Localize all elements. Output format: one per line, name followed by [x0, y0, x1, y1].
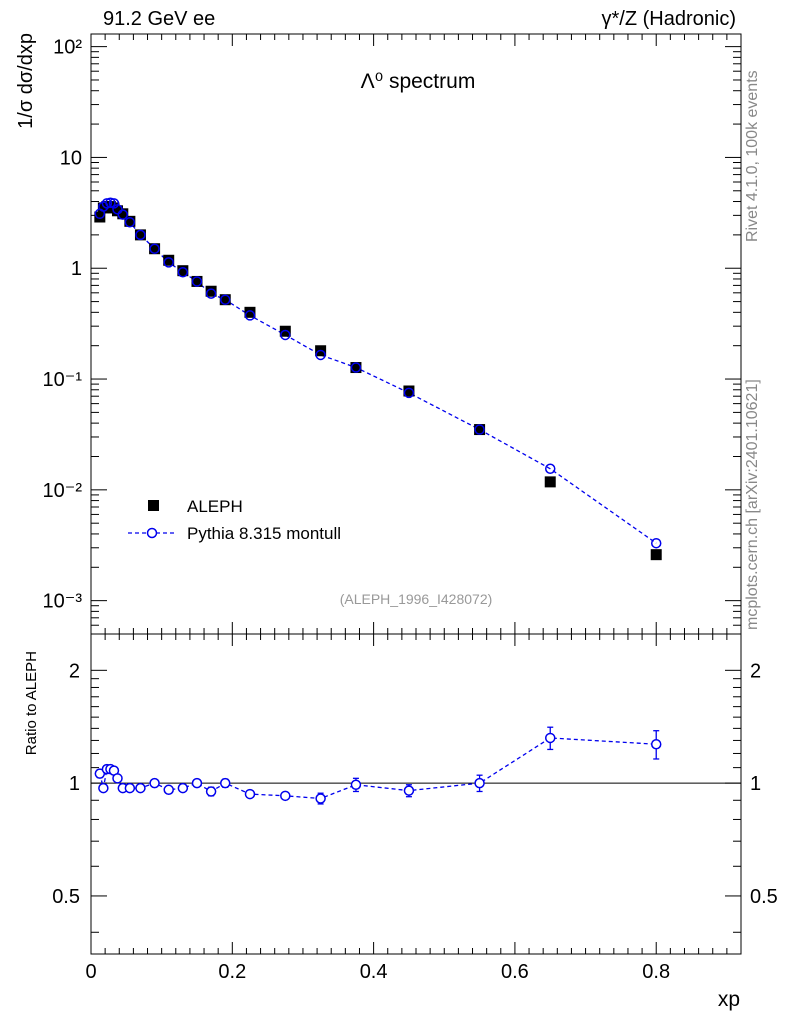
- ratio-point: [280, 790, 291, 802]
- mc-point: [280, 329, 291, 341]
- mc-point: [191, 276, 203, 287]
- mc-point: [205, 288, 217, 299]
- aleph-point: [117, 208, 129, 220]
- aleph-point: [94, 211, 106, 223]
- y-tick-label-ratio-left: 1: [69, 773, 80, 795]
- mc-point: [149, 243, 160, 254]
- aleph-point: [163, 254, 175, 266]
- x-ticks-main: [90, 34, 728, 634]
- ratio-point: [244, 788, 256, 800]
- ratio-point: [98, 782, 109, 794]
- ratio-point: [149, 777, 160, 789]
- ratio-y-axis-label: Ratio to ALEPH: [23, 651, 40, 755]
- aleph-point: [544, 476, 556, 488]
- y-tick-label-main: 10⁻²: [43, 480, 83, 502]
- aleph-point: [205, 285, 217, 297]
- mc-line: [99, 202, 657, 544]
- process-type-label: γ*/Z (Hadronic): [601, 8, 736, 30]
- ratio-point: [135, 782, 146, 794]
- main-panel-frame: [90, 33, 742, 635]
- y-tick-label-ratio-right: 2: [750, 660, 761, 682]
- ratio-point: [219, 777, 231, 789]
- y-tick-label-ratio-right: 0.5: [750, 886, 778, 908]
- mc-point: [403, 387, 415, 399]
- x-tick-label: 0.4: [360, 961, 388, 983]
- ratio-series: [94, 726, 662, 805]
- x-ticks-ratio: [90, 634, 728, 954]
- aleph-point: [149, 243, 161, 255]
- ratio-point: [544, 732, 556, 744]
- aleph-point: [124, 215, 136, 227]
- mc-point: [219, 294, 231, 305]
- aleph-point: [474, 424, 486, 436]
- mc-series-line: [99, 202, 657, 544]
- aleph-point: [403, 385, 415, 397]
- ratio-point: [403, 785, 415, 796]
- y-tick-label-main: 10: [60, 147, 82, 169]
- mc-point: [135, 229, 146, 241]
- ratio-line: [99, 737, 657, 800]
- ratio-point: [191, 777, 203, 789]
- main-y-axis-label: 1/σ dσ/dxp: [15, 33, 37, 129]
- aleph-series: [94, 201, 662, 561]
- aleph-point: [219, 294, 231, 306]
- aleph-point: [350, 362, 362, 374]
- aleph-point: [650, 549, 662, 561]
- x-tick-label: 0.2: [218, 961, 246, 983]
- y-ticks-ratio: [91, 669, 741, 933]
- y-tick-label-main: 1: [71, 258, 82, 280]
- chart-title: Λ⁰ spectrum: [361, 70, 476, 93]
- y-ticks-main: [91, 46, 741, 635]
- mc-point: [177, 266, 189, 278]
- mc-point: [474, 424, 485, 435]
- mc-point: [315, 349, 326, 361]
- aleph-point: [134, 229, 146, 241]
- aleph-point: [244, 306, 256, 318]
- legend-mc-label: Pythia 8.315 montull: [187, 524, 341, 543]
- ratio-point: [124, 782, 136, 794]
- mc-point: [112, 204, 123, 215]
- y-tick-label-main: 10⁻¹: [43, 369, 83, 391]
- analysis-id-label: (ALEPH_1996_I428072): [340, 591, 493, 607]
- ratio-point: [163, 784, 174, 796]
- y-tick-label-ratio-left: 2: [69, 660, 80, 682]
- ratio-point: [205, 786, 217, 797]
- aleph-point: [177, 265, 189, 277]
- ratio-point: [112, 773, 123, 784]
- mc-point: [650, 537, 662, 549]
- mc-point: [124, 217, 136, 228]
- legend-mc-marker: [146, 527, 158, 539]
- y-tick-label-ratio-left: 0.5: [52, 886, 80, 908]
- y-tick-label-main: 10⁻³: [43, 591, 83, 613]
- mc-point: [244, 310, 256, 321]
- mc-series: [94, 197, 662, 549]
- ratio-panel-frame: [90, 633, 742, 955]
- process-energy-label: 91.2 GeV ee: [103, 8, 216, 30]
- legend-data-marker: [148, 500, 159, 511]
- ratio-point: [315, 793, 326, 804]
- mc-point: [108, 198, 120, 209]
- ratio-point: [177, 782, 189, 794]
- aleph-point: [191, 275, 203, 287]
- x-tick-label: 0.8: [642, 961, 670, 983]
- ratio-point: [350, 779, 362, 791]
- legend-data-label: ALEPH: [187, 497, 243, 516]
- mc-point: [117, 209, 129, 220]
- ratio-point: [650, 738, 662, 750]
- mc-point: [544, 463, 556, 475]
- x-axis-label: xp: [718, 988, 740, 1011]
- y-tick-label-ratio-right: 1: [750, 773, 761, 795]
- mc-point: [350, 362, 362, 373]
- aleph-point: [279, 325, 291, 337]
- x-tick-label: 0.6: [501, 961, 529, 983]
- x-tick-label: 0: [85, 961, 96, 983]
- y-tick-label-main: 10²: [53, 37, 82, 59]
- mc-point: [163, 257, 174, 268]
- ratio-point: [474, 777, 485, 789]
